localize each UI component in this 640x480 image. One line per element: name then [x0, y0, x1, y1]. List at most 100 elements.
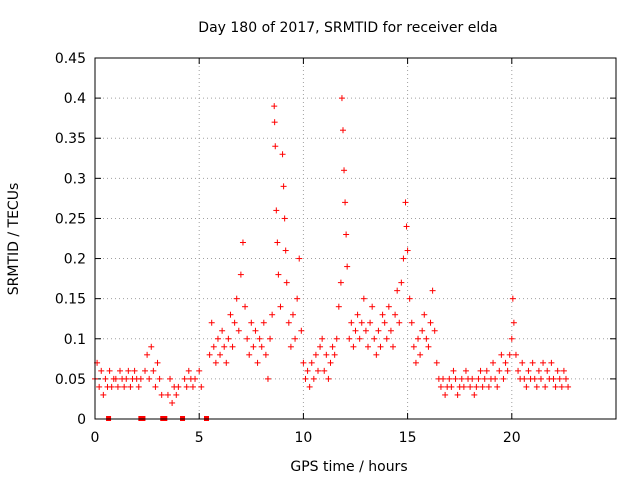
data-point	[308, 359, 315, 366]
data-point	[556, 375, 563, 382]
data-point	[554, 367, 561, 374]
data-point	[244, 335, 251, 342]
data-point	[173, 391, 180, 398]
x-tick-label: 0	[91, 430, 100, 446]
data-point	[214, 335, 221, 342]
data-point	[262, 351, 269, 358]
data-point	[360, 295, 367, 302]
data-point	[454, 391, 461, 398]
x-tick-label: 15	[399, 430, 417, 446]
plot-frame	[94, 57, 617, 420]
data-point	[112, 375, 119, 382]
data-point	[421, 311, 428, 318]
data-point	[283, 279, 290, 286]
data-point	[208, 319, 215, 326]
data-point	[548, 359, 555, 366]
data-point	[229, 343, 236, 350]
data-point	[362, 327, 369, 334]
data-point	[150, 367, 157, 374]
data-point	[375, 327, 382, 334]
data-point	[323, 351, 330, 358]
data-point	[96, 383, 103, 390]
data-point	[331, 351, 338, 358]
data-point	[403, 223, 410, 230]
data-point	[333, 335, 340, 342]
data-point	[450, 367, 457, 374]
data-point	[337, 279, 344, 286]
data-point	[142, 367, 149, 374]
data-point	[225, 335, 232, 342]
y-tick-label: 0.4	[64, 91, 86, 107]
data-point	[379, 311, 386, 318]
data-point	[442, 391, 449, 398]
data-point	[254, 359, 261, 366]
data-point	[473, 383, 480, 390]
x-tick-label: 20	[503, 430, 521, 446]
data-point	[537, 375, 544, 382]
data-point	[406, 295, 413, 302]
data-point	[296, 255, 303, 262]
data-point	[302, 375, 309, 382]
data-point	[310, 375, 317, 382]
data-point	[339, 127, 346, 134]
data-point	[492, 375, 499, 382]
data-point	[277, 303, 284, 310]
data-point	[189, 383, 196, 390]
data-point	[148, 343, 155, 350]
data-point	[231, 319, 238, 326]
data-point	[419, 327, 426, 334]
data-point	[196, 367, 203, 374]
data-point	[127, 383, 134, 390]
data-point	[504, 367, 511, 374]
data-point	[508, 335, 515, 342]
data-point	[121, 383, 128, 390]
data-point	[521, 375, 528, 382]
data-point	[114, 383, 121, 390]
data-point	[427, 319, 434, 326]
data-point	[242, 303, 249, 310]
data-point	[235, 327, 242, 334]
data-point	[354, 311, 361, 318]
data-point	[448, 383, 455, 390]
data-point	[512, 351, 519, 358]
data-point	[471, 391, 478, 398]
data-point	[258, 343, 265, 350]
data-point	[550, 375, 557, 382]
data-point	[371, 335, 378, 342]
data-point	[144, 351, 151, 358]
data-point	[431, 327, 438, 334]
data-point	[510, 319, 517, 326]
data-point	[237, 271, 244, 278]
data-point	[329, 343, 336, 350]
data-point	[212, 359, 219, 366]
data-point	[217, 351, 224, 358]
data-point	[415, 335, 422, 342]
x-axis-label: GPS time / hours	[290, 459, 407, 475]
data-point	[298, 327, 305, 334]
data-point	[396, 319, 403, 326]
data-point	[496, 367, 503, 374]
data-point	[390, 343, 397, 350]
data-point	[341, 167, 348, 174]
data-point	[267, 335, 274, 342]
data-point	[408, 319, 415, 326]
y-tick-label: 0.35	[55, 131, 86, 147]
data-point	[542, 383, 549, 390]
data-point	[477, 367, 484, 374]
data-point	[239, 239, 246, 246]
y-tick-label: 0.25	[55, 211, 86, 227]
data-point	[282, 247, 289, 254]
data-point	[350, 343, 357, 350]
data-point	[123, 375, 130, 382]
data-point	[400, 255, 407, 262]
data-point	[300, 359, 307, 366]
data-point	[565, 383, 572, 390]
data-point	[402, 199, 409, 206]
data-point	[446, 375, 453, 382]
data-point	[98, 367, 105, 374]
data-point	[481, 375, 488, 382]
data-point	[398, 279, 405, 286]
y-axis-label: SRMTID / TECUs	[6, 183, 22, 296]
data-point	[462, 367, 469, 374]
data-point	[458, 375, 465, 382]
